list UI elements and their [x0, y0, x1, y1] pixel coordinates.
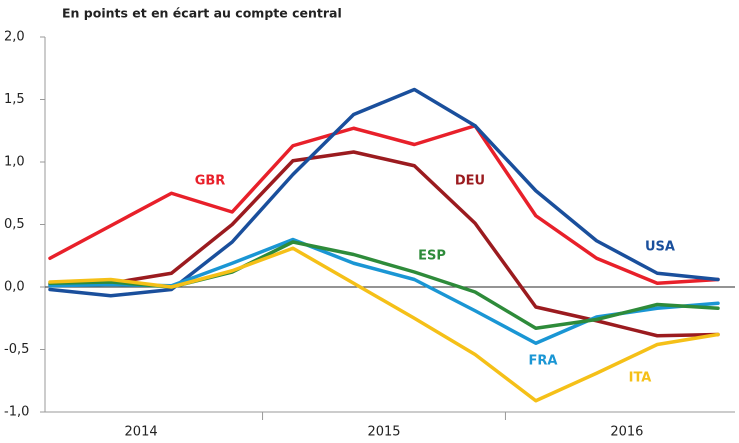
y-tick-label: -0,5 [4, 342, 29, 357]
y-tick-label: 1,0 [4, 155, 25, 170]
series-label: DEU [455, 174, 485, 189]
series-line [48, 124, 720, 285]
series-label: USA [645, 240, 675, 255]
series-line [48, 150, 720, 338]
x-group-label: 2015 [367, 425, 400, 440]
y-tick-label: 0,0 [4, 280, 25, 295]
chart-title: En points et en écart au compte central [62, 6, 342, 21]
series-label: GBR [195, 174, 226, 189]
y-tick-label: 1,5 [4, 92, 25, 107]
y-tick-label: 2,0 [4, 30, 25, 45]
series-line [48, 246, 720, 403]
x-group-label: 2014 [125, 425, 158, 440]
series-label: ESP [418, 249, 446, 264]
y-tick-label: 0,5 [4, 217, 25, 232]
series-label: FRA [529, 354, 558, 369]
series-line [48, 87, 720, 298]
x-group-label: 2016 [610, 425, 643, 440]
y-tick-label: -1,0 [4, 405, 29, 420]
series-label: ITA [629, 371, 652, 386]
